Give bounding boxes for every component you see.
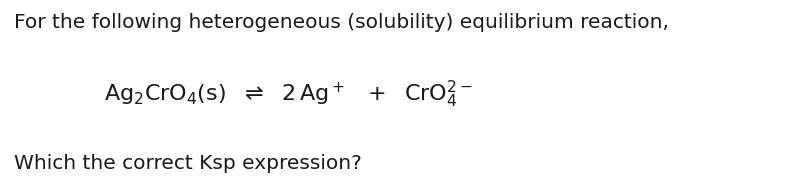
- Text: $\rm Ag_2CrO_4(s)$  $\rightleftharpoons$  $\rm 2\,Ag^+$  $\rm +$  $\rm CrO_4^{2-: $\rm Ag_2CrO_4(s)$ $\rightleftharpoons$ …: [104, 78, 473, 110]
- Text: Which the correct Ksp expression?: Which the correct Ksp expression?: [14, 154, 362, 173]
- Text: For the following heterogeneous (solubility) equilibrium reaction,: For the following heterogeneous (solubil…: [14, 13, 670, 32]
